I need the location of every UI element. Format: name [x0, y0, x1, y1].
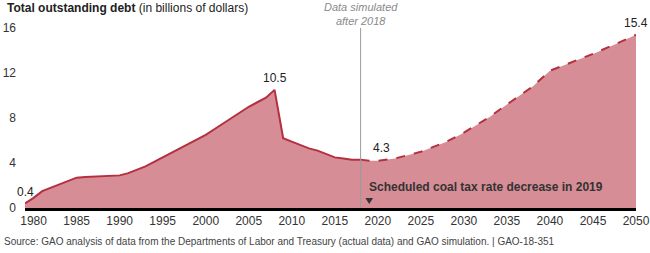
- svg-text:Total outstanding debt (in bil: Total outstanding debt (in billions of d…: [7, 1, 248, 15]
- svg-text:2050: 2050: [623, 214, 650, 228]
- svg-text:1985: 1985: [63, 214, 90, 228]
- svg-text:2040: 2040: [537, 214, 564, 228]
- svg-text:0: 0: [9, 201, 16, 215]
- svg-text:2025: 2025: [408, 214, 435, 228]
- svg-text:12: 12: [3, 66, 17, 80]
- svg-text:Data simulatedafter 2018: Data simulatedafter 2018: [324, 1, 398, 27]
- svg-text:1990: 1990: [106, 214, 133, 228]
- svg-text:1980: 1980: [20, 214, 47, 228]
- svg-text:2000: 2000: [192, 214, 219, 228]
- svg-text:8: 8: [9, 111, 16, 125]
- svg-text:10.5: 10.5: [263, 71, 287, 85]
- svg-text:2045: 2045: [580, 214, 607, 228]
- svg-text:15.4: 15.4: [624, 16, 648, 30]
- svg-text:2020: 2020: [364, 214, 391, 228]
- svg-text:2015: 2015: [321, 214, 348, 228]
- svg-text:2035: 2035: [494, 214, 521, 228]
- svg-text:Source: GAO analysis of data f: Source: GAO analysis of data from the De…: [4, 236, 555, 247]
- svg-text:2010: 2010: [278, 214, 305, 228]
- svg-text:2005: 2005: [235, 214, 262, 228]
- svg-text:1995: 1995: [149, 214, 176, 228]
- svg-text:4.3: 4.3: [373, 141, 390, 155]
- svg-text:2030: 2030: [451, 214, 478, 228]
- svg-text:0.4: 0.4: [17, 185, 34, 199]
- svg-text:16: 16: [3, 21, 17, 35]
- svg-text:4: 4: [9, 156, 16, 170]
- svg-text:Scheduled coal tax rate decrea: Scheduled coal tax rate decrease in 2019: [369, 180, 603, 194]
